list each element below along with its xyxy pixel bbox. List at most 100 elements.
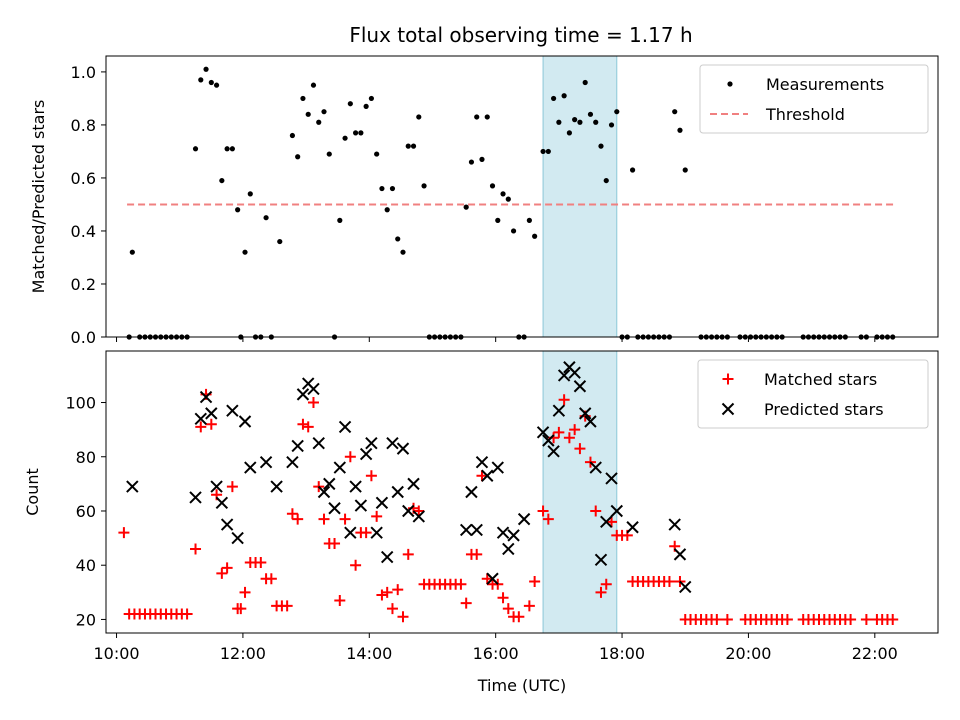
x-tick-label: 22:00 xyxy=(852,644,898,663)
matched-star-point xyxy=(181,608,193,620)
legend-marker-predicted xyxy=(721,402,735,416)
measurement-point xyxy=(629,167,636,173)
measurement-point xyxy=(532,233,538,239)
measurement-point xyxy=(614,109,620,115)
y-tick-label: 20 xyxy=(76,610,96,629)
predicted-star-point xyxy=(459,523,473,537)
legend-box xyxy=(699,64,929,134)
predicted-star-point xyxy=(396,442,410,455)
x-tick-label: 14:00 xyxy=(346,644,392,663)
measurement-point xyxy=(598,143,604,149)
measurement-point xyxy=(608,122,615,128)
predicted-star-point xyxy=(194,412,207,425)
measurement-point xyxy=(468,159,475,165)
measurement-point xyxy=(289,132,296,139)
measurement-point xyxy=(208,79,214,86)
measurement-point xyxy=(510,228,517,234)
matched-star-point xyxy=(781,613,793,625)
matched-star-point xyxy=(226,481,238,493)
matched-star-point xyxy=(606,516,618,528)
matched-star-point xyxy=(386,603,398,615)
bottom-panel: 20 40 60 80 100 10:00 12:00 14:00 16:00 18:00 20:0… xyxy=(23,350,939,695)
measurement-point xyxy=(379,185,385,192)
matched-star-point xyxy=(542,513,554,525)
predicted-star-point xyxy=(668,518,681,531)
predicted-star-point xyxy=(673,548,687,561)
measurement-point xyxy=(305,111,311,117)
predicted-star-point xyxy=(307,382,320,396)
measurement-point xyxy=(213,82,220,88)
matched-star-point xyxy=(221,562,233,574)
predicted-star-point xyxy=(259,455,273,469)
y-tick-label: 0.2 xyxy=(71,275,96,294)
predicted-star-point xyxy=(594,553,608,566)
matched-star-point xyxy=(307,397,319,409)
legend: Matched stars Predicted stars xyxy=(697,359,929,429)
predicted-star-point xyxy=(365,436,378,450)
matched-star-point xyxy=(471,548,483,560)
measurement-point xyxy=(484,114,490,120)
matched-star-point xyxy=(235,603,247,615)
matched-star-point xyxy=(190,543,202,555)
measurement-point xyxy=(203,66,209,72)
measurement-point xyxy=(395,236,401,242)
predicted-star-point xyxy=(547,445,560,458)
measurement-point xyxy=(247,191,253,197)
predicted-star-point xyxy=(573,380,587,393)
observing-window-highlight xyxy=(542,350,618,634)
predicted-star-point xyxy=(210,480,223,493)
predicted-star-point xyxy=(475,455,489,469)
predicted-star-point xyxy=(536,426,550,439)
measurement-point xyxy=(242,249,248,255)
predicted-star-point xyxy=(589,461,602,474)
measurement-point xyxy=(505,196,511,202)
predicted-star-point xyxy=(610,504,623,518)
predicted-star-point xyxy=(323,477,336,491)
measurement-point xyxy=(337,217,343,223)
measurement-point xyxy=(421,183,427,189)
matched-star-point xyxy=(663,575,675,587)
matched-star-point xyxy=(205,418,217,430)
measurement-point xyxy=(374,151,380,157)
matched-star-point xyxy=(216,567,228,579)
y-axis-label: Matched/Predicted stars xyxy=(29,100,48,294)
legend-box xyxy=(697,359,929,429)
matched-star-point xyxy=(563,432,575,444)
measurement-point xyxy=(603,177,609,184)
measurement-point xyxy=(389,185,396,192)
predicted-star-point xyxy=(349,480,362,493)
matched-star-point xyxy=(502,603,514,615)
matched-star-point xyxy=(392,584,404,596)
matched-star-point xyxy=(413,505,425,517)
measurement-point xyxy=(310,82,317,88)
measurement-point xyxy=(561,93,567,99)
measurement-point xyxy=(545,148,551,155)
predicted-star-point xyxy=(481,469,494,482)
predicted-star-point xyxy=(542,434,555,447)
measurement-point xyxy=(347,101,353,107)
matched-star-point xyxy=(711,613,723,625)
measurement-point xyxy=(593,119,599,125)
predicted-star-point xyxy=(407,477,420,491)
predicted-star-point xyxy=(244,461,257,474)
predicted-star-point xyxy=(231,531,244,545)
predicted-star-point xyxy=(568,366,581,379)
measurement-point xyxy=(363,103,369,109)
matched-star-point xyxy=(481,573,493,585)
matched-star-point xyxy=(344,451,356,463)
matched-star-point xyxy=(537,505,549,517)
predicted-star-point xyxy=(584,415,597,428)
measurement-point xyxy=(342,135,348,141)
matched-star-point xyxy=(590,505,602,517)
matched-star-point xyxy=(455,578,467,590)
predicted-star-point xyxy=(317,485,331,499)
series-predicted-stars xyxy=(126,361,692,594)
measurement-point xyxy=(410,143,417,149)
predicted-star-point xyxy=(312,436,325,450)
x-axis-label: Time (UTC) xyxy=(477,676,566,695)
matched-star-point xyxy=(255,557,267,568)
matched-star-point xyxy=(371,510,383,522)
matched-star-point xyxy=(281,600,293,612)
matched-star-point xyxy=(558,394,570,406)
matched-star-point xyxy=(329,538,341,550)
